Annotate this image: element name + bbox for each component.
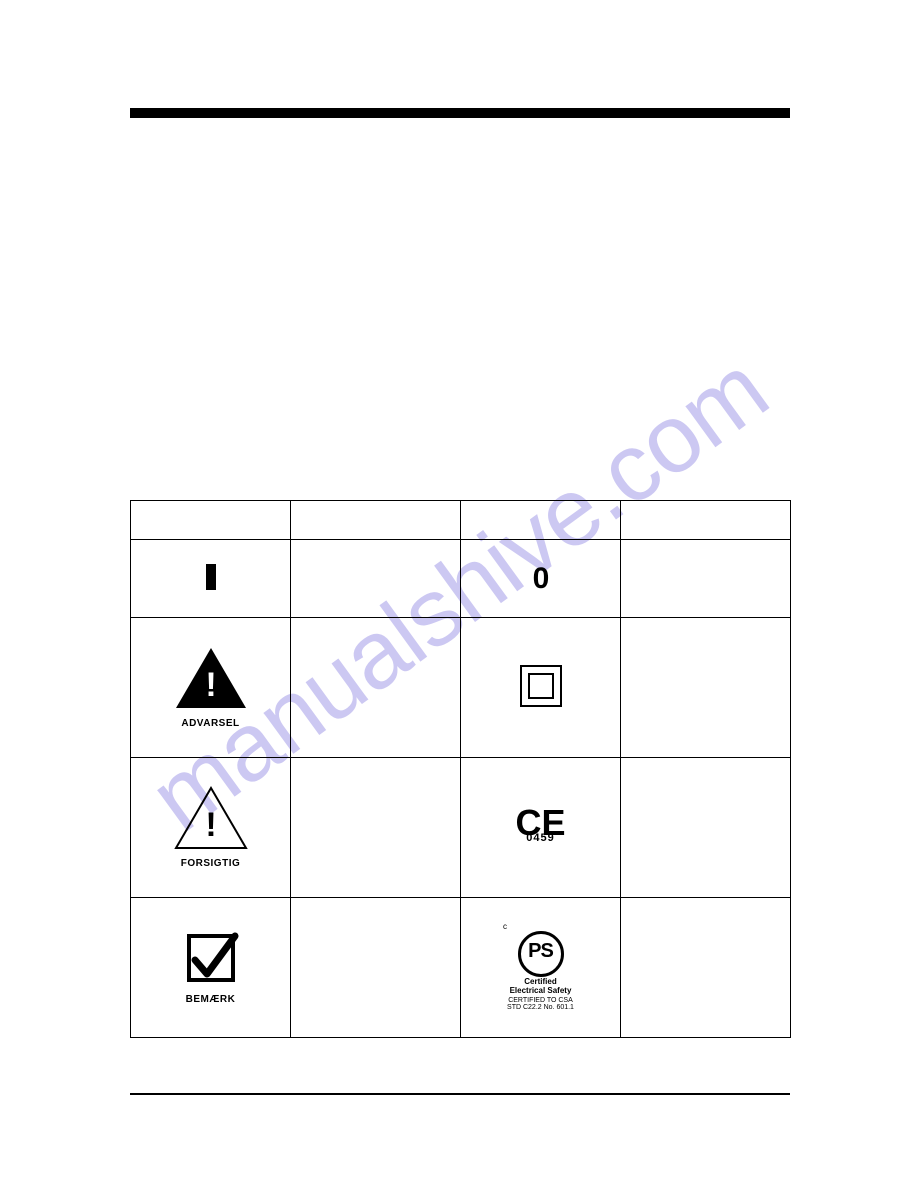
meaning-cell bbox=[291, 540, 461, 618]
meaning-cell bbox=[621, 618, 791, 758]
header-cell bbox=[291, 501, 461, 540]
power-on-icon bbox=[206, 564, 216, 590]
ps-line: CERTIFIED TO CSA bbox=[507, 997, 574, 1004]
symbol-cell-caution: ! FORSIGTIG bbox=[131, 758, 291, 898]
ps-line: STD C22.2 No. 601.1 bbox=[507, 1004, 574, 1011]
ps-line: Electrical Safety bbox=[507, 986, 574, 995]
symbol-cell-ce-mark: CE 0459 bbox=[461, 758, 621, 898]
table-header-row bbox=[131, 501, 791, 540]
table-row: BEMÆRK c PS Certified Electrical Safety … bbox=[131, 898, 791, 1038]
table-row: ! FORSIGTIG CE 0459 bbox=[131, 758, 791, 898]
symbol-cell-warning: ! ADVARSEL bbox=[131, 618, 291, 758]
svg-text:!: ! bbox=[205, 666, 216, 704]
symbol-caption: BEMÆRK bbox=[132, 994, 289, 1005]
symbol-cell-power-on bbox=[131, 540, 291, 618]
ps-monogram: PS bbox=[518, 931, 564, 977]
symbol-cell-double-insulated bbox=[461, 618, 621, 758]
caution-triangle-icon: ! bbox=[174, 786, 248, 850]
meaning-cell bbox=[291, 618, 461, 758]
table-row: 0 bbox=[131, 540, 791, 618]
table-row: ! ADVARSEL bbox=[131, 618, 791, 758]
bottom-rule bbox=[130, 1093, 790, 1095]
page: manualshive.com 0 bbox=[0, 0, 918, 1188]
header-cell bbox=[461, 501, 621, 540]
symbol-cell-note: BEMÆRK bbox=[131, 898, 291, 1038]
top-rule bbox=[130, 108, 790, 118]
warning-triangle-icon: ! bbox=[174, 646, 248, 710]
meaning-cell bbox=[621, 898, 791, 1038]
symbol-caption: FORSIGTIG bbox=[132, 858, 289, 869]
ce-mark-icon: CE 0459 bbox=[515, 810, 565, 843]
meaning-cell bbox=[621, 540, 791, 618]
note-check-icon bbox=[183, 930, 239, 986]
header-cell bbox=[621, 501, 791, 540]
power-off-icon: 0 bbox=[533, 562, 549, 595]
symbol-cell-ps-cert: c PS Certified Electrical Safety CERTIFI… bbox=[461, 898, 621, 1038]
symbol-cell-power-off: 0 bbox=[461, 540, 621, 618]
symbols-table: 0 ! ADVARSEL bbox=[130, 500, 791, 1038]
svg-text:!: ! bbox=[205, 806, 216, 844]
double-insulated-icon bbox=[520, 665, 562, 707]
meaning-cell bbox=[291, 898, 461, 1038]
symbol-caption: ADVARSEL bbox=[132, 718, 289, 729]
header-cell bbox=[131, 501, 291, 540]
meaning-cell bbox=[291, 758, 461, 898]
ps-cert-icon: c PS Certified Electrical Safety CERTIFI… bbox=[507, 922, 574, 1011]
ps-line: Certified bbox=[507, 977, 574, 986]
meaning-cell bbox=[621, 758, 791, 898]
